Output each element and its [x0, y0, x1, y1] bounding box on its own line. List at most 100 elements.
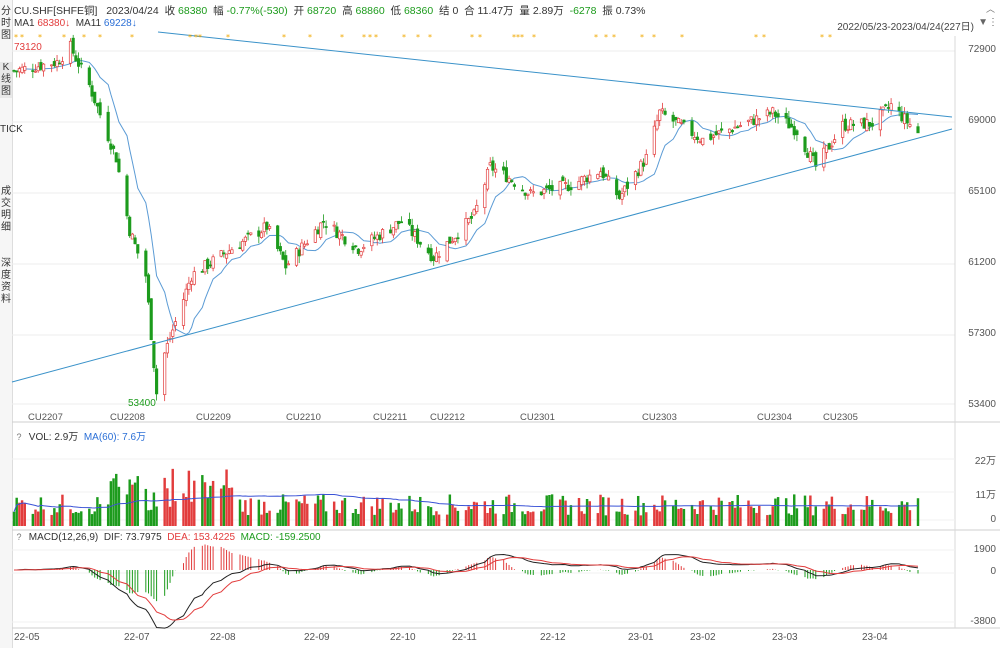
- candle-body: [87, 67, 91, 86]
- volume-bar: [419, 496, 422, 526]
- contract-label: CU2305: [823, 412, 858, 423]
- candle-body: [448, 236, 452, 244]
- amp-value: 0.73%: [615, 5, 646, 17]
- volume-bar: [558, 499, 562, 526]
- volume-bar: [755, 512, 758, 526]
- candle-body: [184, 288, 188, 301]
- candle-body: [257, 230, 261, 237]
- candle-body: [359, 251, 363, 256]
- volume-bar: [615, 511, 618, 526]
- candle-body: [125, 175, 129, 217]
- candle-body: [399, 221, 403, 224]
- volume-bar: [332, 501, 336, 526]
- candle-body: [391, 227, 395, 236]
- open-label: 开: [293, 5, 305, 17]
- candle-body: [445, 241, 449, 262]
- candle-body: [905, 113, 909, 124]
- volume-bar: [475, 502, 478, 526]
- tab-kline[interactable]: K线图: [0, 62, 12, 98]
- tab-tick[interactable]: TICK: [0, 124, 23, 135]
- candle-body: [343, 236, 347, 245]
- help-icon[interactable]: ?: [16, 532, 22, 542]
- candle-body: [413, 231, 417, 237]
- volume-bar: [663, 500, 667, 526]
- volume-bar: [244, 500, 247, 526]
- ma1-value: 68380: [37, 18, 66, 29]
- candle-body: [550, 185, 554, 191]
- dropdown-arrow-icon[interactable]: ▼: [978, 17, 988, 28]
- volume-bar: [437, 514, 441, 526]
- volume-bar: [20, 500, 24, 526]
- help-icon[interactable]: ?: [16, 432, 22, 442]
- volume-bar: [53, 508, 56, 526]
- settle-label: 结: [439, 5, 450, 17]
- volume-bar: [456, 510, 460, 526]
- volume-bar: [906, 502, 909, 526]
- candle-body: [171, 329, 175, 337]
- volume-bar: [879, 506, 882, 526]
- candle-body: [582, 175, 586, 182]
- signal-star-marker: *: [612, 33, 616, 42]
- volume-bar: [228, 487, 231, 526]
- candle-body: [149, 298, 153, 341]
- candle-body: [243, 236, 247, 242]
- volume-bar: [454, 507, 457, 526]
- candle-body: [249, 232, 253, 235]
- volume-bar: [790, 514, 793, 526]
- volume-bar: [117, 486, 121, 526]
- volume-bar: [451, 504, 454, 526]
- chevron-up-icon[interactable]: ︿: [986, 4, 996, 14]
- volume-bar: [262, 501, 266, 526]
- volume-bar: [900, 501, 904, 526]
- candle-body: [693, 137, 697, 141]
- candle-body: [765, 109, 769, 117]
- candle-body: [695, 136, 699, 140]
- contract-label: CU2208: [110, 412, 145, 423]
- candle-body: [806, 152, 810, 158]
- candle-body: [187, 282, 191, 290]
- volume-bar: [125, 494, 129, 526]
- macd-ytick: -3800: [970, 616, 996, 627]
- candle-body: [90, 85, 94, 97]
- candle-body: [200, 271, 204, 273]
- volume-bar: [852, 509, 855, 526]
- volume-bar: [774, 498, 777, 526]
- signal-star-marker: *: [428, 33, 432, 42]
- candle-body: [824, 145, 829, 153]
- open-value: 68720: [307, 5, 337, 17]
- candle-body: [485, 168, 490, 190]
- candle-body: [902, 113, 907, 125]
- candle-body: [520, 189, 525, 192]
- date-axis-label: 22-10: [390, 632, 416, 643]
- volume-bar: [564, 500, 567, 526]
- settings-icon[interactable]: ⋮: [988, 17, 998, 28]
- candle-body: [321, 220, 325, 223]
- high-label: 高: [342, 5, 353, 17]
- low-value: 68360: [403, 5, 434, 17]
- tab-trade-details[interactable]: 成交明细: [1, 186, 11, 233]
- volume-bar: [658, 511, 661, 526]
- candle-body: [268, 226, 272, 229]
- tab-depth-data[interactable]: 深度资料: [1, 258, 11, 305]
- volume-bar: [144, 488, 148, 526]
- volume-bar: [784, 498, 788, 526]
- volume-bar: [389, 502, 392, 526]
- volume-bar: [488, 507, 492, 526]
- tab-timeshare[interactable]: 分时图: [1, 6, 11, 41]
- candle-body: [808, 151, 812, 162]
- candle-body: [663, 110, 667, 115]
- volume-bar: [77, 512, 80, 526]
- candle-body: [803, 136, 807, 152]
- candle-body: [262, 222, 266, 233]
- volume-bar: [747, 500, 750, 526]
- candle-body: [378, 234, 382, 241]
- volume-bar: [871, 499, 874, 526]
- candle-body: [324, 226, 328, 228]
- candle-body: [701, 137, 705, 145]
- candle-body: [362, 246, 366, 250]
- candle-body: [163, 352, 167, 395]
- candle-body: [623, 185, 627, 193]
- date-axis-label: 22-05: [14, 632, 40, 643]
- candle-body: [674, 116, 678, 121]
- volume-bar: [71, 513, 75, 526]
